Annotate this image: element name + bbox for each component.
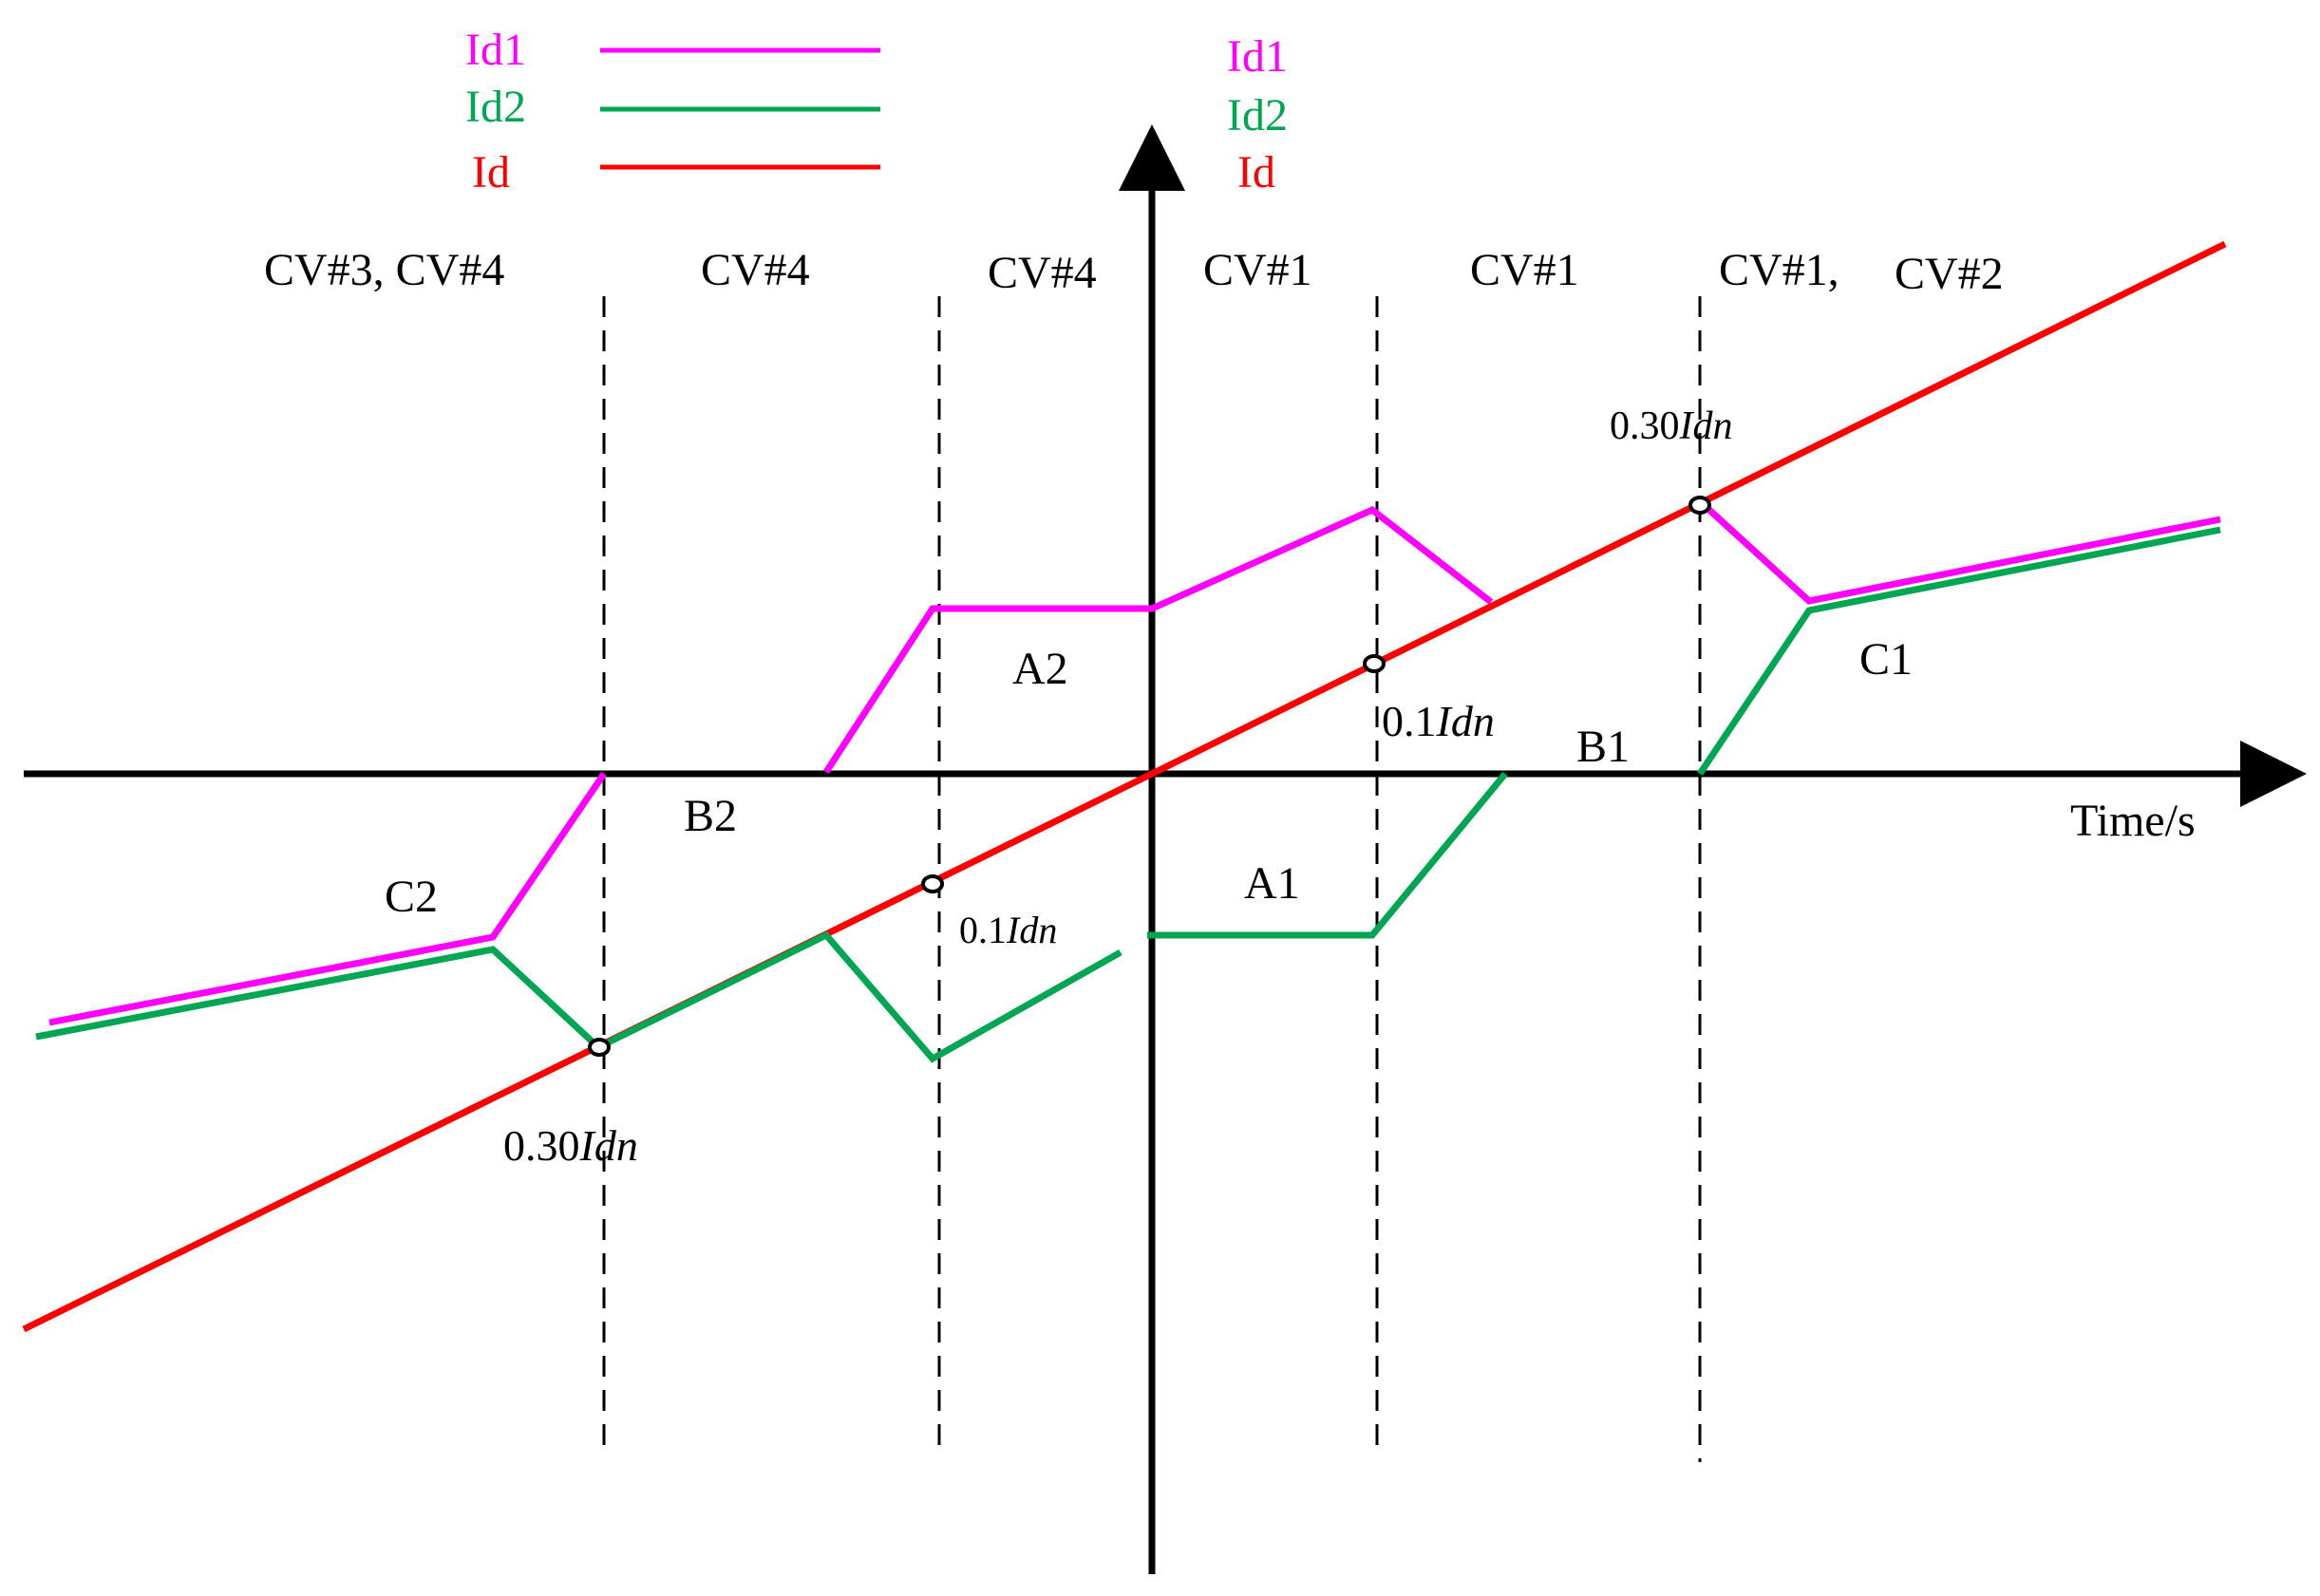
annotation-01-right: 0.1Idn: [1382, 697, 1495, 745]
annotation-01-right-value: 0.1: [1382, 697, 1437, 745]
legend-right-id: Id: [1237, 147, 1275, 197]
marker-01-left: [921, 874, 944, 893]
region-label-cv4-a: CV#4: [701, 245, 810, 295]
marker-030-right: [1688, 496, 1711, 515]
legend-right: Id1 Id2 Id: [1227, 31, 1288, 197]
legend-left: Id1 Id2 Id: [465, 25, 880, 197]
legend-right-id1: Id1: [1227, 31, 1288, 82]
intersection-markers: [588, 496, 1711, 1057]
region-label-cv1-c: CV#1,: [1719, 245, 1839, 295]
point-label-a1: A1: [1244, 858, 1300, 909]
annotation-01-left: 0.1Idn: [959, 909, 1057, 951]
annotation-030-left: 0.30Idn: [503, 1121, 638, 1170]
region-label-cv3-cv4: CV#3, CV#4: [264, 245, 504, 295]
x-axis-label: Time/s: [2070, 796, 2196, 846]
curve-id1-mid: [823, 505, 1494, 774]
annotation-030-right: 0.30Idn: [1610, 404, 1733, 448]
legend-id-label: Id: [472, 147, 510, 197]
curve-id2-right: [1697, 526, 2221, 776]
point-labels: A1 A2 B1 B2 C1 C2: [385, 634, 1913, 922]
point-label-a2: A2: [1012, 644, 1068, 694]
axes: Time/s: [24, 124, 2307, 1574]
curve-id1-right: [1697, 498, 2221, 605]
annotation-030-left-value: 0.30: [503, 1121, 580, 1170]
point-label-c2: C2: [385, 872, 438, 922]
annotation-01-right-unit: Idn: [1436, 697, 1495, 745]
point-label-b2: B2: [684, 791, 737, 841]
legend-id2-label: Id2: [465, 82, 526, 132]
curve-id2-left: [35, 930, 1122, 1063]
point-label-b1: B1: [1576, 722, 1630, 772]
annotation-030-right-unit: Idn: [1679, 404, 1733, 448]
annotation-01-left-unit: Idn: [1006, 909, 1057, 951]
legend-id1-label: Id1: [465, 25, 526, 75]
region-label-cv1-a: CV#1: [1203, 245, 1312, 295]
annotation-030-left-unit: Idn: [579, 1121, 638, 1170]
marker-01-right: [1363, 654, 1386, 673]
annotation-030-right-value: 0.30: [1610, 404, 1680, 448]
curve-id1-left: [48, 772, 607, 1026]
region-label-cv4-b: CV#4: [988, 248, 1097, 298]
marker-030-left: [588, 1038, 611, 1057]
annotation-01-left-value: 0.1: [959, 909, 1007, 951]
threshold-annotations: 0.30Idn 0.1Idn 0.1Idn 0.30Idn: [503, 404, 1733, 1170]
point-label-c1: C1: [1859, 634, 1913, 685]
curve-id: [22, 240, 2227, 1333]
curves: [22, 240, 2227, 1333]
legend-right-id2: Id2: [1227, 90, 1288, 141]
region-label-cv2: CV#2: [1895, 249, 2004, 299]
region-label-cv1-b: CV#1: [1470, 245, 1579, 295]
region-boundaries: [602, 296, 1702, 1462]
region-labels: CV#3, CV#4 CV#4 CV#4 CV#1 CV#1 CV#1, CV#…: [264, 245, 2004, 299]
curve-id2-mid: [1147, 771, 1508, 939]
